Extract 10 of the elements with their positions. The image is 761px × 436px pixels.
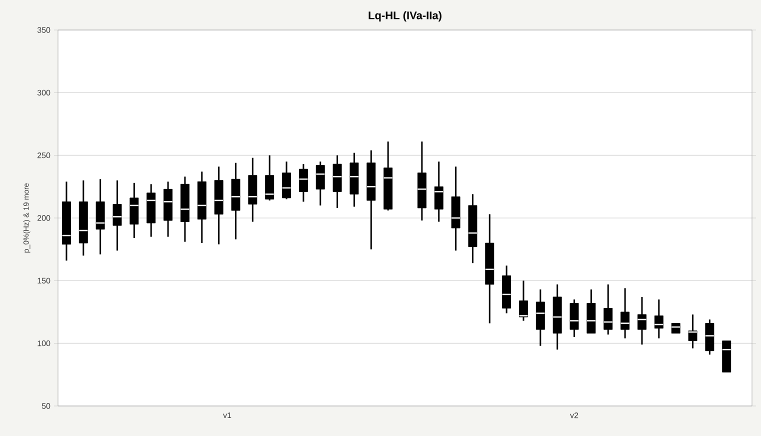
text: v1 xyxy=(223,412,232,418)
y-tick-label: 100 xyxy=(38,340,50,346)
y-tick-label: 250 xyxy=(38,152,50,158)
y-tick-label: 200 xyxy=(38,215,50,221)
y-tick-label: 350 xyxy=(37,27,50,33)
text: v2 xyxy=(570,412,578,418)
y-tick-label: 50 xyxy=(42,403,50,409)
y-tick-label: 150 xyxy=(38,278,50,284)
y-tick-label: 300 xyxy=(37,90,50,96)
chart-title: Lq-HL (IVa-IIa) xyxy=(368,11,442,22)
